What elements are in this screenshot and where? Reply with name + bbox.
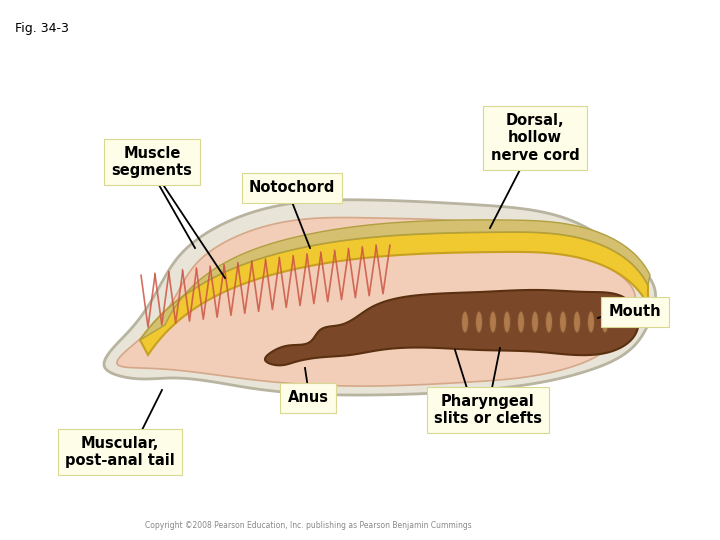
Text: Copyright ©2008 Pearson Education, Inc. publishing as Pearson Benjamin Cummings: Copyright ©2008 Pearson Education, Inc. … <box>145 521 472 530</box>
Text: Dorsal,
hollow
nerve cord: Dorsal, hollow nerve cord <box>490 113 580 163</box>
Ellipse shape <box>462 311 469 333</box>
Text: Muscle
segments: Muscle segments <box>112 146 192 178</box>
Polygon shape <box>140 220 650 340</box>
Ellipse shape <box>588 311 595 333</box>
Ellipse shape <box>503 311 510 333</box>
Polygon shape <box>140 232 648 355</box>
Polygon shape <box>265 290 639 366</box>
Ellipse shape <box>490 311 497 333</box>
Ellipse shape <box>559 311 567 333</box>
Text: Notochord: Notochord <box>249 180 336 195</box>
Polygon shape <box>117 218 635 386</box>
Ellipse shape <box>601 311 608 333</box>
Ellipse shape <box>518 311 524 333</box>
Ellipse shape <box>531 311 539 333</box>
Text: Fig. 34-3: Fig. 34-3 <box>15 22 69 35</box>
Text: Muscular,
post-anal tail: Muscular, post-anal tail <box>65 436 175 468</box>
Text: Anus: Anus <box>287 390 328 406</box>
Ellipse shape <box>475 311 482 333</box>
Text: Pharyngeal
slits or clefts: Pharyngeal slits or clefts <box>434 394 542 426</box>
Ellipse shape <box>546 311 552 333</box>
Text: Mouth: Mouth <box>608 305 661 320</box>
Ellipse shape <box>574 311 580 333</box>
Polygon shape <box>104 200 656 395</box>
